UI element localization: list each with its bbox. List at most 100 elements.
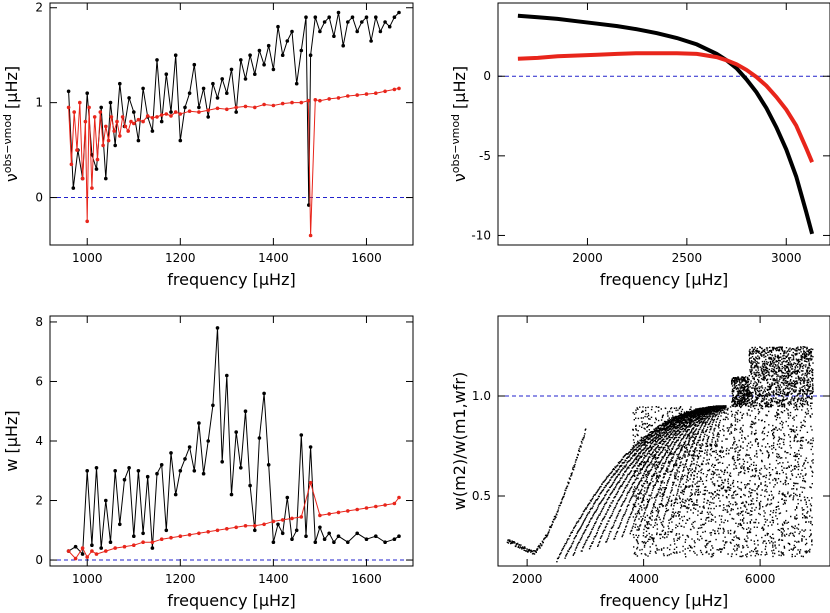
y-tick-label: 2 [35, 494, 43, 508]
data-point [346, 509, 350, 513]
y-tick-label: 0 [35, 191, 43, 205]
data-point [187, 109, 192, 113]
scatter-points [506, 346, 814, 563]
data-point [336, 534, 341, 538]
data-point [197, 110, 201, 114]
data-point [397, 534, 401, 538]
data-point [364, 506, 369, 510]
data-point [80, 546, 85, 550]
data-point [169, 110, 173, 114]
data-point [271, 540, 276, 544]
data-point [83, 119, 88, 124]
data-point [355, 507, 360, 512]
data-point [94, 167, 99, 171]
data-point [173, 492, 178, 497]
data-point [155, 471, 159, 476]
data-point [187, 445, 192, 449]
data-point [80, 552, 85, 556]
data-point [234, 110, 238, 114]
data-point [71, 186, 76, 190]
data-point [294, 528, 299, 533]
data-point [290, 516, 294, 521]
data-point [159, 119, 164, 124]
data-point [164, 112, 169, 116]
x-tick-label: 1000 [72, 572, 103, 586]
data-point [369, 39, 373, 43]
data-point [90, 549, 94, 553]
y-label-sup: obs−ν [1, 138, 14, 173]
data-point [132, 121, 136, 126]
data-point [164, 528, 169, 533]
data-point [271, 67, 276, 72]
data-point [99, 546, 103, 550]
data-point [225, 527, 229, 531]
data-point [374, 15, 378, 19]
data-point [276, 24, 280, 29]
data-point [262, 391, 266, 396]
data-point [332, 34, 336, 38]
data-point [290, 29, 294, 34]
data-point [85, 469, 89, 473]
data-point [95, 157, 100, 162]
data-point [383, 503, 387, 507]
data-point [99, 105, 103, 110]
data-point [257, 48, 262, 53]
data-point [322, 537, 327, 541]
y-label-symbol: ν [2, 173, 21, 182]
data-point [266, 463, 271, 467]
y-tick-label: 0 [483, 69, 491, 83]
data-point [294, 81, 299, 86]
data-point [183, 457, 187, 461]
x-tick-label: 3000 [771, 251, 802, 265]
data-point [220, 77, 224, 81]
data-point [336, 510, 341, 515]
data-point [178, 112, 183, 116]
x-tick-label: 2000 [512, 572, 543, 586]
data-point [327, 15, 332, 19]
data-point [234, 105, 238, 110]
data-point [187, 91, 192, 95]
data-point [206, 530, 210, 534]
data-point [360, 20, 364, 24]
data-point [104, 549, 108, 553]
data-point [169, 114, 173, 118]
y-axis-label: w(m2)/w(m1,wfr) [450, 372, 469, 510]
data-point [132, 110, 136, 114]
x-tick-label: 2500 [672, 251, 703, 265]
data-point [94, 552, 99, 556]
data-point [108, 100, 113, 105]
panel-top-right: 2000 2500 3000 0 -5 -10 frequency [μHz] νobs−νm… [449, 2, 830, 289]
data-point [285, 495, 290, 500]
y-axis-label: w [μHz] [2, 410, 21, 471]
data-point [215, 96, 220, 100]
y-label-symbol: ν [450, 173, 469, 182]
data-point [327, 531, 332, 536]
data-point [397, 495, 401, 500]
data-point [206, 108, 210, 112]
y-label-sup2: mod [449, 114, 462, 138]
data-point [392, 537, 397, 541]
data-point [215, 326, 220, 330]
data-point [215, 528, 220, 533]
data-point [280, 101, 285, 106]
y-tick-label: -5 [479, 149, 491, 163]
data-point [378, 29, 383, 34]
data-point [164, 72, 169, 76]
data-point [75, 148, 79, 152]
x-tick-label: 1200 [165, 251, 196, 265]
x-tick-label: 1600 [351, 572, 382, 586]
y-label-unit: [μHz] [2, 410, 21, 453]
data-point [178, 138, 183, 143]
data-point [374, 504, 378, 509]
data-point [243, 104, 248, 109]
data-point [308, 445, 313, 449]
data-point [141, 531, 145, 536]
data-point [178, 469, 183, 473]
data-point [225, 373, 229, 378]
series-line-1 [517, 51, 814, 163]
data-point [225, 91, 229, 95]
data-point [253, 528, 257, 533]
data-point [253, 524, 257, 528]
x-tick-label: 1400 [258, 572, 289, 586]
